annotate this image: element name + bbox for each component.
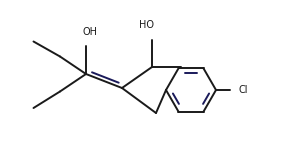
Text: HO: HO	[138, 21, 153, 30]
Text: OH: OH	[83, 27, 98, 38]
Text: Cl: Cl	[238, 85, 248, 95]
